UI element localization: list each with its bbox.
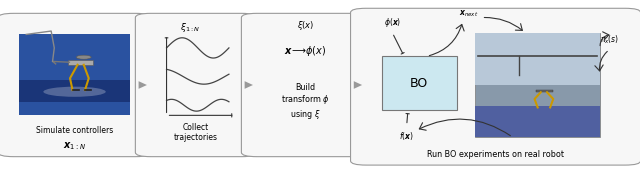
Text: Build
transform $\phi$
using $\xi$: Build transform $\phi$ using $\xi$ [281, 83, 330, 121]
Ellipse shape [44, 87, 106, 97]
FancyArrowPatch shape [595, 51, 607, 71]
FancyBboxPatch shape [0, 13, 151, 157]
FancyBboxPatch shape [68, 60, 93, 65]
FancyBboxPatch shape [476, 106, 600, 137]
FancyBboxPatch shape [536, 90, 552, 92]
FancyBboxPatch shape [136, 13, 257, 157]
Text: $\xi(x)$: $\xi(x)$ [296, 20, 314, 32]
FancyBboxPatch shape [476, 33, 600, 85]
FancyArrowPatch shape [419, 119, 511, 136]
Text: $\boldsymbol{x}_{next}$: $\boldsymbol{x}_{next}$ [460, 9, 479, 19]
Text: Simulate controllers: Simulate controllers [36, 126, 113, 135]
FancyArrowPatch shape [484, 18, 522, 30]
Text: $f(\boldsymbol{x})$: $f(\boldsymbol{x})$ [399, 130, 414, 142]
Text: $\phi(\boldsymbol{x})$: $\phi(\boldsymbol{x})$ [384, 16, 401, 29]
FancyBboxPatch shape [241, 13, 369, 157]
Text: Collect
trajectories: Collect trajectories [174, 123, 218, 142]
FancyArrowPatch shape [600, 32, 609, 46]
Text: BO: BO [410, 77, 428, 90]
Circle shape [76, 55, 92, 59]
Text: $\xi_{1:N}$: $\xi_{1:N}$ [180, 21, 200, 34]
FancyBboxPatch shape [19, 34, 131, 115]
FancyBboxPatch shape [476, 33, 600, 137]
Text: $\boldsymbol{x}_{1:N}$: $\boldsymbol{x}_{1:N}$ [63, 140, 86, 152]
Text: $\boldsymbol{x}\!\longrightarrow\!\phi(x)$: $\boldsymbol{x}\!\longrightarrow\!\phi(x… [284, 44, 326, 58]
FancyBboxPatch shape [19, 80, 131, 102]
FancyArrowPatch shape [429, 24, 464, 56]
FancyBboxPatch shape [351, 8, 640, 165]
FancyBboxPatch shape [381, 56, 456, 110]
Text: $\pi_x(s)$: $\pi_x(s)$ [600, 33, 619, 46]
Text: Run BO experiments on real robot: Run BO experiments on real robot [427, 150, 564, 159]
